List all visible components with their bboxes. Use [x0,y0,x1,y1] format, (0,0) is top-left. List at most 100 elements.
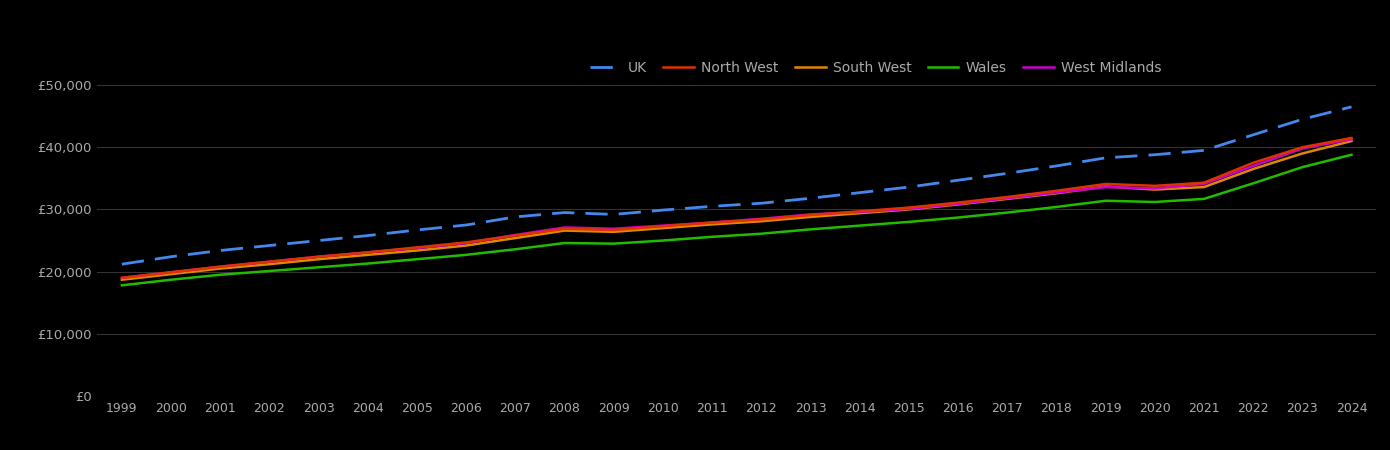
Wales [999,210,1016,215]
UK [360,233,377,238]
South West [310,256,327,262]
Wales [261,268,278,274]
West Midlands [114,275,131,280]
UK [851,190,867,195]
North West [1294,144,1311,150]
South West [1048,191,1065,196]
Wales [1245,180,1262,186]
South West [851,211,867,216]
Wales [360,261,377,266]
South West [1343,138,1359,144]
North West [901,205,917,210]
Wales [1343,152,1359,158]
North West [1097,181,1113,187]
North West [507,233,524,238]
North West [261,259,278,265]
South West [261,261,278,267]
North West [310,254,327,259]
South West [1294,151,1311,156]
South West [163,271,179,277]
West Midlands [211,264,228,270]
West Midlands [606,226,623,231]
West Midlands [1147,185,1163,191]
West Midlands [507,232,524,238]
Wales [606,241,623,246]
West Midlands [999,196,1016,201]
UK [753,201,770,206]
Wales [1097,198,1113,203]
UK [507,214,524,220]
West Midlands [409,245,425,251]
South West [1245,166,1262,172]
UK [1097,155,1113,161]
West Midlands [1195,181,1212,187]
North West [1195,180,1212,185]
Wales [802,227,819,232]
North West [1245,160,1262,166]
South West [507,235,524,241]
UK [949,178,966,183]
South West [949,202,966,207]
Wales [703,234,720,239]
South West [457,243,474,248]
South West [655,225,671,231]
UK [556,210,573,215]
North West [753,217,770,222]
West Midlands [851,209,867,215]
North West [1048,188,1065,194]
Wales [949,215,966,220]
North West [949,200,966,205]
Wales [753,231,770,236]
West Midlands [163,270,179,275]
South West [606,229,623,234]
Legend: UK, North West, South West, Wales, West Midlands: UK, North West, South West, Wales, West … [591,61,1161,75]
West Midlands [802,212,819,217]
Wales [310,265,327,270]
Wales [163,277,179,283]
South West [802,214,819,220]
North West [655,224,671,229]
South West [1097,184,1113,189]
UK [999,171,1016,176]
South West [1195,184,1212,190]
UK [310,238,327,243]
Wales [1147,199,1163,205]
South West [211,266,228,271]
North West [999,194,1016,200]
UK [1343,104,1359,109]
UK [1195,148,1212,153]
UK [1048,163,1065,169]
South West [753,219,770,224]
South West [1147,187,1163,192]
Line: Wales: Wales [122,155,1351,285]
Wales [409,256,425,262]
North West [1147,183,1163,189]
West Midlands [1294,146,1311,151]
North West [409,245,425,250]
UK [703,204,720,209]
North West [606,227,623,233]
West Midlands [703,220,720,225]
North West [114,275,131,280]
North West [703,220,720,225]
South West [703,222,720,227]
West Midlands [1048,190,1065,195]
UK [901,184,917,190]
North West [556,226,573,231]
South West [360,252,377,257]
UK [163,254,179,259]
North West [802,212,819,218]
North West [211,264,228,270]
North West [851,209,867,214]
UK [1294,117,1311,122]
Line: UK: UK [122,107,1351,264]
Wales [211,272,228,278]
Wales [556,240,573,246]
North West [457,240,474,245]
West Midlands [310,254,327,259]
Wales [655,238,671,243]
Line: South West: South West [122,141,1351,280]
Line: West Midlands: West Midlands [122,139,1351,278]
West Midlands [753,216,770,221]
UK [1245,132,1262,138]
